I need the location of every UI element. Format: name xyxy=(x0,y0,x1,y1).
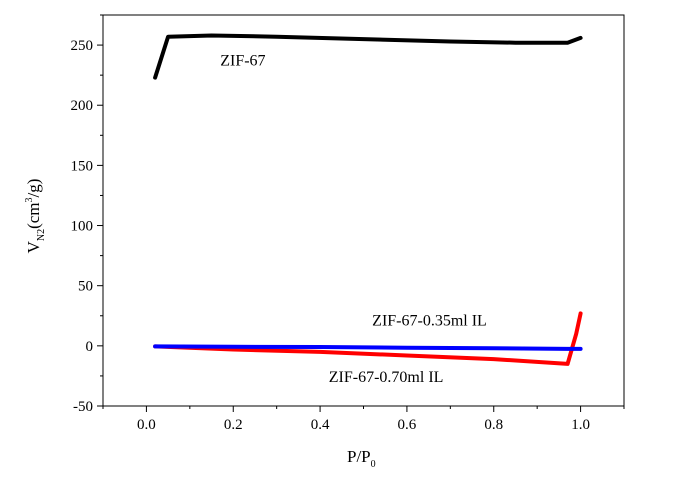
y-axis-title-main: V xyxy=(24,240,43,253)
y-tick-label: 50 xyxy=(78,279,93,295)
annotation-0: ZIF-67 xyxy=(220,53,265,70)
annotation-1: ZIF-67-0.35ml IL xyxy=(372,312,487,329)
series-line-1 xyxy=(153,344,583,351)
y-tick-label: 250 xyxy=(71,38,94,54)
x-axis-title-main: P/P xyxy=(347,447,371,466)
x-tick-label: 0.2 xyxy=(224,417,243,433)
y-axis-title-unit-post: /g) xyxy=(24,179,43,198)
x-tick-label: 0.8 xyxy=(484,417,503,433)
y-tick-label: 0 xyxy=(86,339,94,355)
annotations: ZIF-67 ZIF-67-0.35ml IL ZIF-67-0.70ml IL xyxy=(220,53,487,386)
y-axis-title: VN2(cm3/g) xyxy=(24,179,47,254)
x-tick-label: 0.0 xyxy=(137,417,156,433)
x-tick-label: 0.6 xyxy=(398,417,417,433)
x-tick-label: 0.4 xyxy=(311,417,330,433)
y-tick-label: 150 xyxy=(71,158,94,174)
y-axis-ticks: -50 0 50 100 150 200 250 xyxy=(71,14,103,415)
x-axis-title: P/P0 xyxy=(347,447,376,470)
series-lines xyxy=(153,33,583,366)
y-axis-title-sup: 3 xyxy=(24,197,35,202)
x-tick-label: 1.0 xyxy=(571,417,590,433)
y-tick-label: -50 xyxy=(73,399,93,415)
annotation-2: ZIF-67-0.70ml IL xyxy=(329,369,444,386)
y-axis-title-sub: N2 xyxy=(36,229,47,241)
series-line-2 xyxy=(153,311,583,366)
series-line-0 xyxy=(153,33,583,80)
y-tick-label: 200 xyxy=(71,98,94,114)
x-axis-title-sub: 0 xyxy=(371,459,376,470)
x-axis-ticks: 0.0 0.2 0.4 0.6 0.8 1.0 xyxy=(102,406,625,433)
y-axis-title-unit-pre: (cm xyxy=(24,202,43,228)
y-tick-label: 100 xyxy=(71,219,94,235)
